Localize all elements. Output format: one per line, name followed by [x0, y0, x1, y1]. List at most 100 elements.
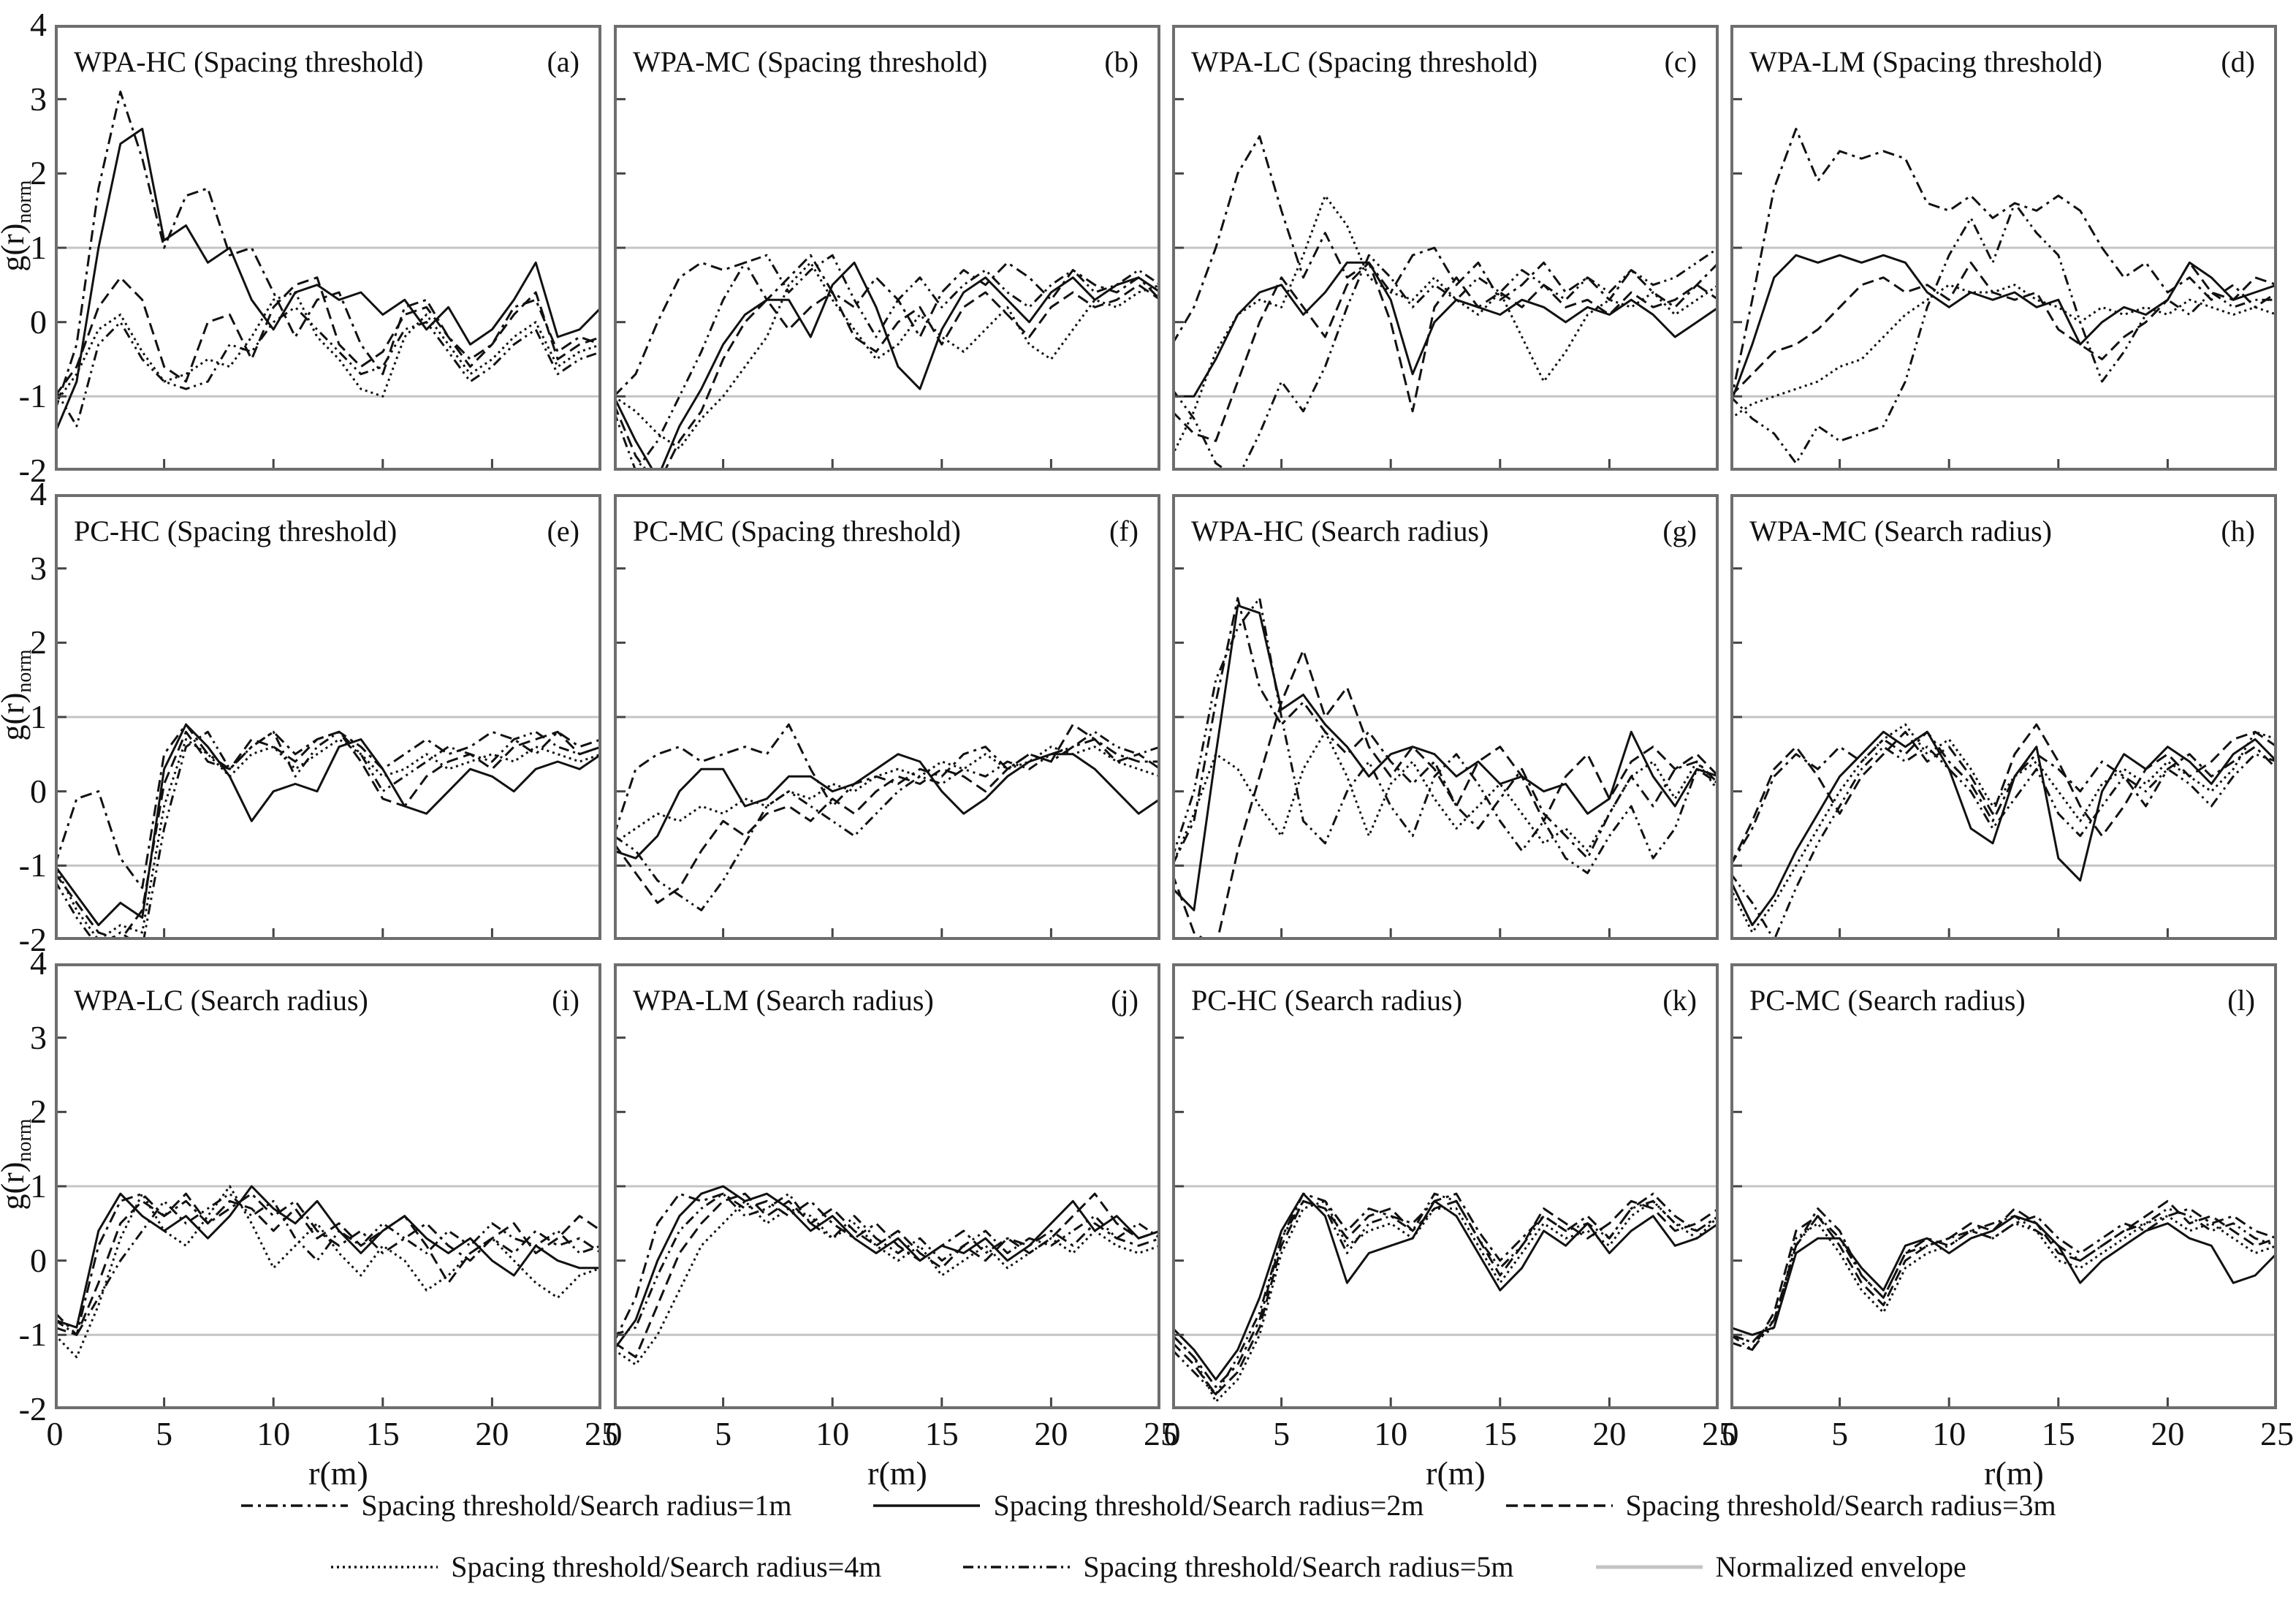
legend-item-dashdot: Spacing threshold/Search radius=1m [240, 1488, 791, 1523]
panel-plot-area: PC-HC (Search radius) (k) [1172, 963, 1719, 1409]
series-line-4m [1172, 730, 1719, 866]
panel-frame [1172, 963, 1719, 1409]
x-tick-label: 10 [1932, 1415, 1966, 1452]
series-line-3m [614, 723, 1160, 904]
panel-b: WPA-MC (Spacing threshold) (b) [614, 25, 1160, 471]
y-tick-label: 2 [30, 623, 47, 661]
series-line-1m [1730, 1207, 2277, 1343]
series-line-4m [55, 1185, 601, 1359]
series-line-2m [55, 723, 601, 927]
series-line-5m [1172, 246, 1719, 471]
y-axis-label-text: g(r) [0, 1161, 31, 1210]
panel-plot-area: WPA-HC (Spacing threshold) (a) [55, 25, 601, 471]
y-axis-label: g(r)norm [0, 180, 42, 271]
panel-plot-area: PC-MC (Spacing threshold) (f) [614, 494, 1160, 940]
y-axis-label: g(r)norm [0, 649, 42, 740]
y-tick-label: -1 [18, 846, 47, 884]
y-tick-label: 3 [30, 549, 47, 587]
series-line-1m [1730, 730, 2277, 867]
panel-a: WPA-HC (Spacing threshold) (a) [55, 25, 601, 471]
y-axis-label-subscript: norm [12, 1118, 36, 1162]
panel-letter: (h) [2221, 515, 2255, 547]
y-tick-label: 3 [30, 80, 47, 118]
series-line-2m [55, 127, 601, 434]
x-tick-label: 15 [924, 1415, 959, 1452]
y-axis-label-subscript: norm [12, 179, 36, 224]
series-line-3m [1172, 1199, 1719, 1396]
series-line-5m [55, 306, 601, 428]
panel-letter: (a) [547, 45, 579, 78]
series-line-3m [55, 1192, 601, 1336]
series-line-4m [614, 261, 1160, 450]
x-tick-label: 15 [365, 1415, 400, 1452]
x-tick-label: 0 [1722, 1415, 1739, 1452]
series-line-3m [55, 276, 601, 398]
legend-row: Spacing threshold/Search radius=4m Spacin… [0, 1550, 2296, 1585]
panel-title: PC-HC (Search radius) [1191, 984, 1462, 1017]
panel-title: WPA-LC (Spacing threshold) [1191, 45, 1537, 78]
series-line-4m [55, 291, 601, 405]
series-line-4m [1172, 1199, 1719, 1403]
series-line-5m [1172, 596, 1719, 874]
series-line-1m [1172, 135, 1719, 345]
panel-frame [55, 963, 601, 1409]
panel-title: WPA-MC (Search radius) [1749, 515, 2052, 547]
x-tick-label: 5 [1831, 1415, 1849, 1452]
series-line-3m [1730, 1199, 2277, 1351]
series-line-5m [55, 730, 601, 940]
series-line-2m [614, 753, 1160, 860]
series-line-2m [55, 1185, 601, 1329]
series-line-3m [1172, 261, 1719, 442]
panel-letter: (f) [1109, 515, 1139, 547]
legend-label: Spacing threshold/Search radius=4m [451, 1550, 882, 1583]
panel-d: WPA-LM (Spacing threshold) (d) [1730, 25, 2277, 471]
series-line-4m [614, 746, 1160, 845]
series-line-1m [55, 1192, 601, 1336]
panel-plot-area: WPA-LC (Spacing threshold) (c) [1172, 25, 1719, 471]
panel-title: WPA-MC (Spacing threshold) [633, 45, 987, 78]
x-tick-label: 20 [1034, 1415, 1068, 1452]
legend-label: Spacing threshold/Search radius=1m [361, 1489, 792, 1522]
y-tick-label: 4 [30, 6, 47, 43]
y-tick-label: 1 [30, 1167, 47, 1205]
series-line-2m [1172, 1192, 1719, 1381]
series-line-5m [1730, 1207, 2277, 1351]
panel-letter: (b) [1104, 45, 1139, 78]
series-line-1m [614, 723, 1160, 837]
panel-plot-area: WPA-LM (Search radius) (j) [614, 963, 1160, 1409]
panel-frame [55, 494, 601, 940]
series-line-5m [1730, 746, 2277, 940]
y-tick-label: 0 [30, 303, 47, 341]
panel-letter: (k) [1662, 984, 1697, 1017]
panel-title: WPA-HC (Search radius) [1191, 515, 1489, 547]
panel-title: WPA-HC (Spacing threshold) [74, 45, 423, 78]
x-tick-label: 20 [1592, 1415, 1627, 1452]
panel-title: PC-MC (Search radius) [1749, 984, 2026, 1017]
x-tick-label: 0 [46, 1415, 64, 1452]
series-line-2m [1172, 604, 1719, 911]
panel-l: PC-MC (Search radius) (l) [1730, 963, 2277, 1409]
panel-title: PC-HC (Spacing threshold) [74, 515, 397, 547]
panel-frame [1730, 963, 2277, 1409]
panel-i: WPA-LC (Search radius) (i) [55, 963, 601, 1409]
panel-plot-area: WPA-MC (Search radius) (h) [1730, 494, 2277, 940]
series-line-2m [1172, 261, 1719, 398]
series-line-5m [1172, 1192, 1719, 1396]
x-tick-label: 0 [605, 1415, 623, 1452]
series-line-3m [1730, 723, 2277, 866]
legend-line-sample-solid-icon [873, 1504, 981, 1507]
y-axis-label: g(r)norm [0, 1118, 42, 1210]
y-tick-label: 2 [30, 1093, 47, 1131]
y-tick-label: -2 [18, 1390, 47, 1427]
legend-line-sample-dashdot-icon [241, 1504, 349, 1507]
legend-label: Spacing threshold/Search radius=2m [993, 1489, 1424, 1522]
panel-letter: (l) [2227, 984, 2255, 1017]
legend-line-sample-dotted-icon [331, 1566, 438, 1569]
y-tick-label: 2 [30, 154, 47, 192]
series-line-1m [1172, 1192, 1719, 1388]
series-line-1m [55, 723, 601, 890]
panel-j: WPA-LM (Search radius) (j) [614, 963, 1160, 1409]
panel-title: WPA-LM (Search radius) [633, 984, 934, 1017]
y-tick-label: -1 [18, 1316, 47, 1354]
x-tick-label: 25 [1144, 1415, 1177, 1452]
